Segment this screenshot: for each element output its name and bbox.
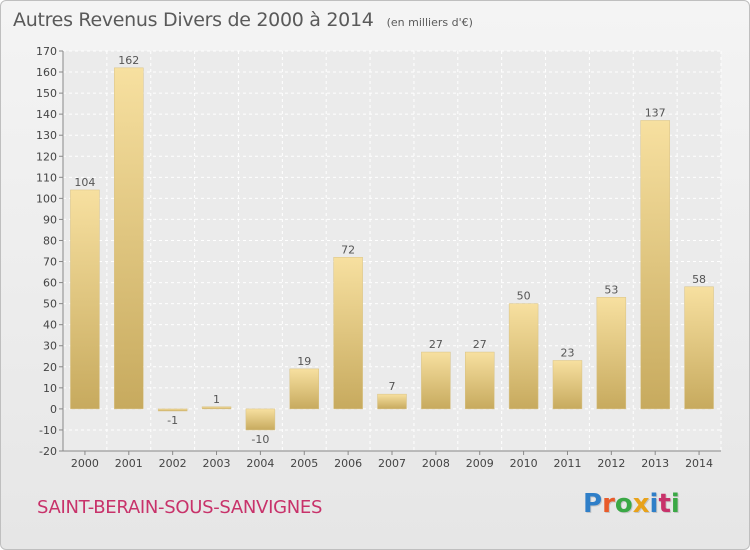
data-label: 27 — [473, 338, 487, 351]
y-tick-label: 40 — [43, 319, 57, 332]
chart-title: Autres Revenus Divers de 2000 à 2014 — [13, 9, 374, 31]
x-tick-label: 2002 — [159, 457, 187, 470]
bar — [640, 120, 670, 410]
data-label: 104 — [74, 176, 95, 189]
y-tick-label: -10 — [39, 424, 57, 437]
y-tick-label: 160 — [36, 66, 57, 79]
y-tick-label: 150 — [36, 87, 57, 100]
bar — [596, 297, 627, 410]
data-label: 19 — [297, 355, 311, 368]
chart-subtitle: (en milliers d'€) — [386, 16, 473, 29]
bar — [552, 360, 583, 410]
logo-letter: x — [632, 489, 650, 519]
logo-letter: o — [614, 489, 633, 519]
y-tick-label: 130 — [36, 129, 57, 142]
y-tick-label: -20 — [39, 445, 57, 458]
data-label: 50 — [517, 290, 531, 303]
y-tick-label: 50 — [43, 298, 57, 311]
bar — [157, 408, 188, 412]
y-tick-label: 60 — [43, 277, 57, 290]
y-tick-label: 140 — [36, 108, 57, 121]
y-tick-label: 80 — [43, 234, 57, 247]
x-tick-label: 2013 — [641, 457, 669, 470]
logo-letter: r — [602, 489, 615, 519]
bar — [333, 257, 363, 410]
data-label: 1 — [213, 393, 220, 406]
data-label: -10 — [251, 433, 269, 446]
y-tick-label: 10 — [43, 382, 57, 395]
data-label: 7 — [389, 380, 396, 393]
data-label: 162 — [118, 54, 139, 67]
x-tick-label: 2006 — [334, 457, 362, 470]
commune-name: SAINT-BERAIN-SOUS-SANVIGNES — [37, 497, 323, 518]
x-tick-label: 2010 — [510, 457, 538, 470]
bar — [684, 286, 714, 410]
data-label: 137 — [645, 106, 666, 119]
x-tick-label: 2008 — [422, 457, 450, 470]
x-tick-label: 2007 — [378, 457, 406, 470]
bar — [289, 368, 319, 410]
x-tick-label: 2003 — [203, 457, 231, 470]
x-tick-label: 2011 — [553, 457, 581, 470]
y-tick-label: 100 — [36, 192, 57, 205]
logo-letter: t — [658, 489, 671, 519]
data-label: 58 — [692, 273, 706, 286]
y-tick-label: 90 — [43, 213, 57, 226]
logo-letter: i — [670, 489, 680, 519]
x-tick-label: 2004 — [246, 457, 274, 470]
bar — [201, 406, 232, 410]
bar — [70, 189, 100, 410]
data-label: 53 — [604, 283, 618, 296]
data-label: -1 — [167, 414, 178, 427]
proxiti-logo[interactable]: Proxiti — [583, 489, 680, 519]
bar — [377, 393, 407, 410]
bar — [114, 67, 144, 410]
bar — [245, 408, 276, 431]
x-tick-label: 2001 — [115, 457, 143, 470]
bar — [421, 351, 451, 410]
x-tick-label: 2014 — [685, 457, 713, 470]
y-tick-label: 110 — [36, 171, 57, 184]
bar — [465, 351, 495, 410]
y-tick-label: 0 — [50, 403, 57, 416]
y-tick-label: 30 — [43, 340, 57, 353]
logo-letter: i — [649, 489, 659, 519]
y-tick-label: 70 — [43, 256, 57, 269]
y-tick-label: 170 — [36, 45, 57, 58]
y-tick-label: 20 — [43, 361, 57, 374]
data-label: 23 — [560, 346, 574, 359]
x-tick-label: 2000 — [71, 457, 99, 470]
x-tick-label: 2005 — [290, 457, 318, 470]
y-tick-label: 120 — [36, 150, 57, 163]
bars: 104 162 -1 1 -10 19 72 7 27 27 50 23 53 137 58 — [70, 54, 714, 446]
axes: -20 -10 0 10 20 30 40 50 60 70 80 90 100 110 120 130 140… — [36, 45, 721, 470]
data-label: 72 — [341, 243, 355, 256]
logo-letter: P — [583, 489, 603, 519]
bar — [508, 303, 539, 410]
x-tick-label: 2012 — [597, 457, 625, 470]
x-tick-label: 2009 — [466, 457, 494, 470]
chart-header: Autres Revenus Divers de 2000 à 2014 (en… — [13, 9, 473, 31]
data-label: 27 — [429, 338, 443, 351]
